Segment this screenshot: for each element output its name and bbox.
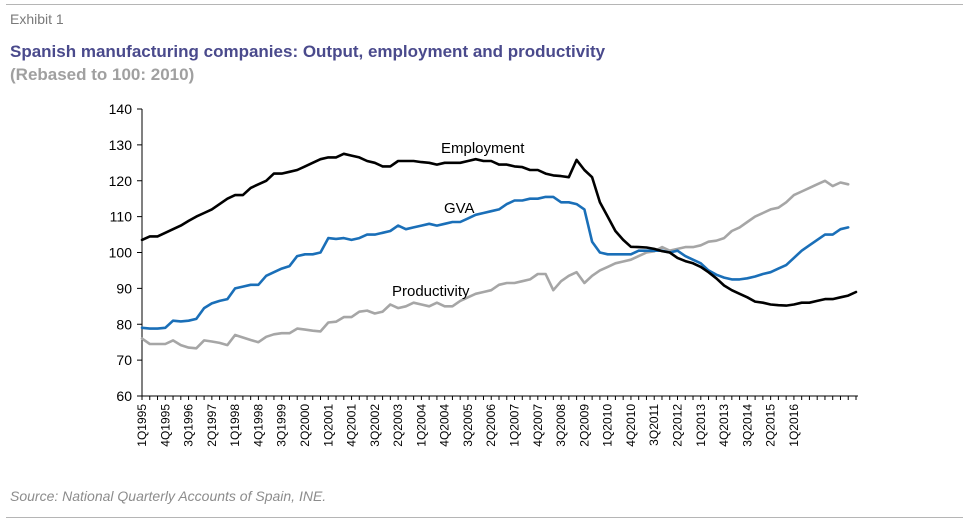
x-tick-label: 3Q2011 [647, 404, 661, 446]
series-label-gva: GVA [444, 200, 475, 217]
y-tick-label: 70 [116, 352, 132, 368]
x-tick-label: 4Q2001 [345, 404, 359, 447]
y-tick-label: 110 [110, 209, 133, 225]
series-label-productivity: Productivity [392, 283, 470, 300]
chart-axes: 60 70 80 90 100 110 120 130 140 1Q1995 4Q1995 3Q199… [109, 101, 858, 447]
x-tick-label: 4Q1995 [158, 404, 172, 447]
x-tick-label: 1Q2013 [694, 404, 708, 447]
series-line-gva [140, 195, 850, 330]
x-tick-label: 4Q1998 [251, 404, 265, 447]
x-tick-label: 1Q2007 [508, 404, 522, 447]
y-tick-label: 60 [116, 388, 132, 404]
x-tick-label: 1Q2010 [601, 404, 615, 447]
source-note: Source: National Quarterly Accounts of S… [10, 488, 327, 504]
x-tick-label: 4Q2004 [438, 404, 452, 447]
x-tick-label: 4Q2013 [717, 404, 731, 447]
x-tick-label: 4Q2010 [624, 404, 638, 447]
x-tick-label: 3Q2008 [554, 404, 568, 447]
x-tick-label: 1Q2001 [321, 404, 335, 447]
series-line-productivity [140, 179, 850, 350]
y-tick-label: 80 [116, 316, 132, 332]
x-tick-label: 2Q2012 [671, 404, 685, 447]
y-tick-label: 140 [109, 101, 133, 117]
chart-annotations: Employment GVA Productivity [392, 140, 525, 300]
x-tick-label: 3Q2005 [461, 404, 475, 447]
y-tick-label: 100 [109, 245, 133, 261]
x-tick-label: 1Q1995 [135, 404, 149, 447]
y-tick-label: 90 [116, 280, 132, 296]
x-tick-label: 1Q2004 [414, 404, 428, 447]
x-tick-label: 1Q1998 [228, 404, 242, 447]
x-tick-label: 2Q2015 [764, 404, 778, 447]
chart-subtitle: (Rebased to 100: 2010) [10, 65, 195, 84]
series-line-employment [140, 152, 858, 307]
x-tick-label: 3Q1999 [275, 404, 289, 447]
x-tick-label: 4Q2007 [531, 404, 545, 447]
x-tick-label: 3Q1996 [182, 404, 196, 447]
x-tick-label: 3Q2014 [740, 404, 754, 447]
x-tick-label: 2Q2003 [391, 404, 405, 447]
x-tick-label: 2Q2006 [484, 404, 498, 447]
series-label-employment: Employment [441, 140, 525, 157]
chart-series [140, 152, 858, 350]
x-tick-label: 3Q2002 [368, 404, 382, 447]
y-tick-label: 130 [109, 137, 133, 153]
top-rule [6, 4, 963, 5]
x-tick-label: 1Q2016 [787, 404, 801, 447]
x-tick-label: 2Q2000 [298, 404, 312, 447]
bottom-rule [6, 517, 963, 518]
exhibit-label: Exhibit 1 [10, 11, 64, 27]
x-tick-label: 2Q2009 [577, 404, 591, 447]
y-tick-label: 120 [109, 173, 133, 189]
chart-title: Spanish manufacturing companies: Output,… [10, 42, 606, 61]
x-tick-label: 2Q1997 [205, 404, 219, 447]
